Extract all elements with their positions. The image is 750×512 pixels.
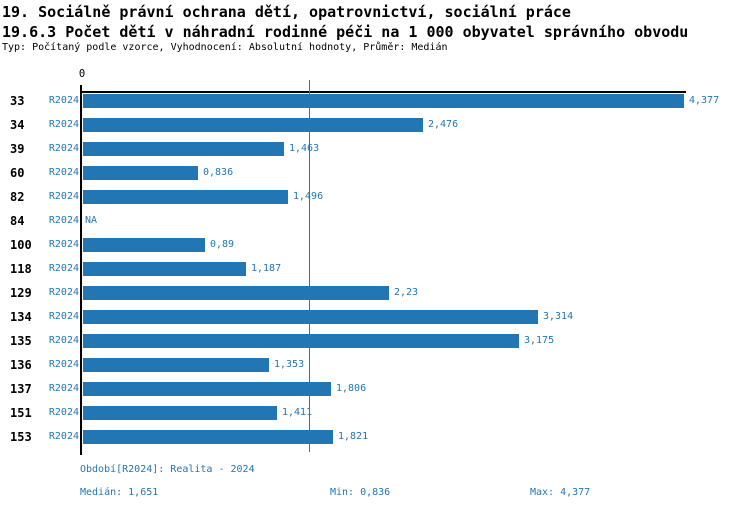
row-category-label: 151: [10, 406, 32, 420]
data-bar[interactable]: [83, 382, 331, 396]
data-bar[interactable]: [83, 190, 288, 204]
row-category-label: 100: [10, 238, 32, 252]
row-category-label: 129: [10, 286, 32, 300]
bar-value-label: 2,476: [428, 119, 459, 130]
data-bar[interactable]: [83, 118, 423, 132]
row-category-label: 33: [10, 94, 25, 108]
row-period-label: R2024: [48, 263, 79, 274]
bar-value-label: 1,821: [338, 431, 369, 442]
max-stat-label: Max: 4,377: [530, 487, 591, 498]
bar-value-label: 0,836: [203, 167, 234, 178]
row-period-label: R2024: [48, 167, 79, 178]
period-info-label: Období[R2024]: Realita - 2024: [80, 464, 255, 475]
chart-row: 60 R2024 0,836: [0, 166, 750, 180]
x-axis-zero-tick-label: 0: [78, 68, 86, 80]
data-bar[interactable]: [83, 166, 198, 180]
row-period-label: R2024: [48, 359, 79, 370]
row-category-label: 118: [10, 262, 32, 276]
chart-row: 34 R2024 2,476: [0, 118, 750, 132]
row-period-label: R2024: [48, 119, 79, 130]
data-bar[interactable]: [83, 310, 538, 324]
row-period-label: R2024: [48, 383, 79, 394]
indicator-title: 19.6.3 Počet dětí v náhradní rodinné péč…: [2, 23, 689, 41]
chart-row: 134 R2024 3,314: [0, 310, 750, 324]
bar-value-label: 1,411: [282, 407, 313, 418]
row-category-label: 153: [10, 430, 32, 444]
row-category-label: 39: [10, 142, 25, 156]
chart-row: 135 R2024 3,175: [0, 334, 750, 348]
chart-row: 82 R2024 1,496: [0, 190, 750, 204]
x-axis-line: [80, 91, 686, 93]
chart-row: 153 R2024 1,821: [0, 430, 750, 444]
chart-row: 100 R2024 0,89: [0, 238, 750, 252]
bar-value-label: NA: [85, 215, 98, 226]
min-stat-label: Min: 0,836: [330, 487, 391, 498]
data-bar[interactable]: [83, 142, 284, 156]
row-period-label: R2024: [48, 215, 79, 226]
row-period-label: R2024: [48, 287, 79, 298]
row-period-label: R2024: [48, 191, 79, 202]
bar-value-label: 3,175: [524, 335, 555, 346]
median-reference-line: [309, 80, 310, 452]
bar-value-label: 1,496: [293, 191, 324, 202]
chart-row: 129 R2024 2,23: [0, 286, 750, 300]
bar-value-label: 0,89: [210, 239, 235, 250]
chart-row: 118 R2024 1,187: [0, 262, 750, 276]
row-period-label: R2024: [48, 335, 79, 346]
row-category-label: 82: [10, 190, 25, 204]
report-section-title: 19. Sociálně právní ochrana dětí, opatro…: [2, 3, 571, 21]
chart-row: 151 R2024 1,411: [0, 406, 750, 420]
row-category-label: 84: [10, 214, 25, 228]
row-category-label: 34: [10, 118, 25, 132]
bar-value-label: 1,806: [336, 383, 367, 394]
data-bar[interactable]: [83, 262, 246, 276]
row-category-label: 136: [10, 358, 32, 372]
row-category-label: 60: [10, 166, 25, 180]
data-bar[interactable]: [83, 238, 205, 252]
chart-row: 137 R2024 1,806: [0, 382, 750, 396]
chart-row: 33 R2024 4,377: [0, 94, 750, 108]
row-category-label: 134: [10, 310, 32, 324]
row-category-label: 137: [10, 382, 32, 396]
row-period-label: R2024: [48, 239, 79, 250]
chart-row: 136 R2024 1,353: [0, 358, 750, 372]
bar-value-label: 1,187: [251, 263, 282, 274]
row-category-label: 135: [10, 334, 32, 348]
chart-row: 84 R2024 NA: [0, 214, 750, 228]
indicator-subtitle: Typ: Počítaný podle vzorce, Vyhodnocení:…: [2, 42, 448, 53]
bar-value-label: 1,353: [274, 359, 305, 370]
bar-value-label: 2,23: [394, 287, 419, 298]
bar-value-label: 3,314: [543, 311, 574, 322]
data-bar[interactable]: [83, 94, 684, 108]
data-bar[interactable]: [83, 286, 389, 300]
data-bar[interactable]: [83, 334, 519, 348]
row-period-label: R2024: [48, 311, 79, 322]
row-period-label: R2024: [48, 143, 79, 154]
row-period-label: R2024: [48, 95, 79, 106]
data-bar[interactable]: [83, 430, 333, 444]
y-axis-line: [80, 85, 82, 455]
row-period-label: R2024: [48, 407, 79, 418]
median-stat-label: Medián: 1,651: [80, 487, 159, 498]
row-period-label: R2024: [48, 431, 79, 442]
data-bar[interactable]: [83, 358, 269, 372]
data-bar[interactable]: [83, 406, 277, 420]
bar-value-label: 4,377: [689, 95, 720, 106]
bar-value-label: 1,463: [289, 143, 320, 154]
chart-row: 39 R2024 1,463: [0, 142, 750, 156]
